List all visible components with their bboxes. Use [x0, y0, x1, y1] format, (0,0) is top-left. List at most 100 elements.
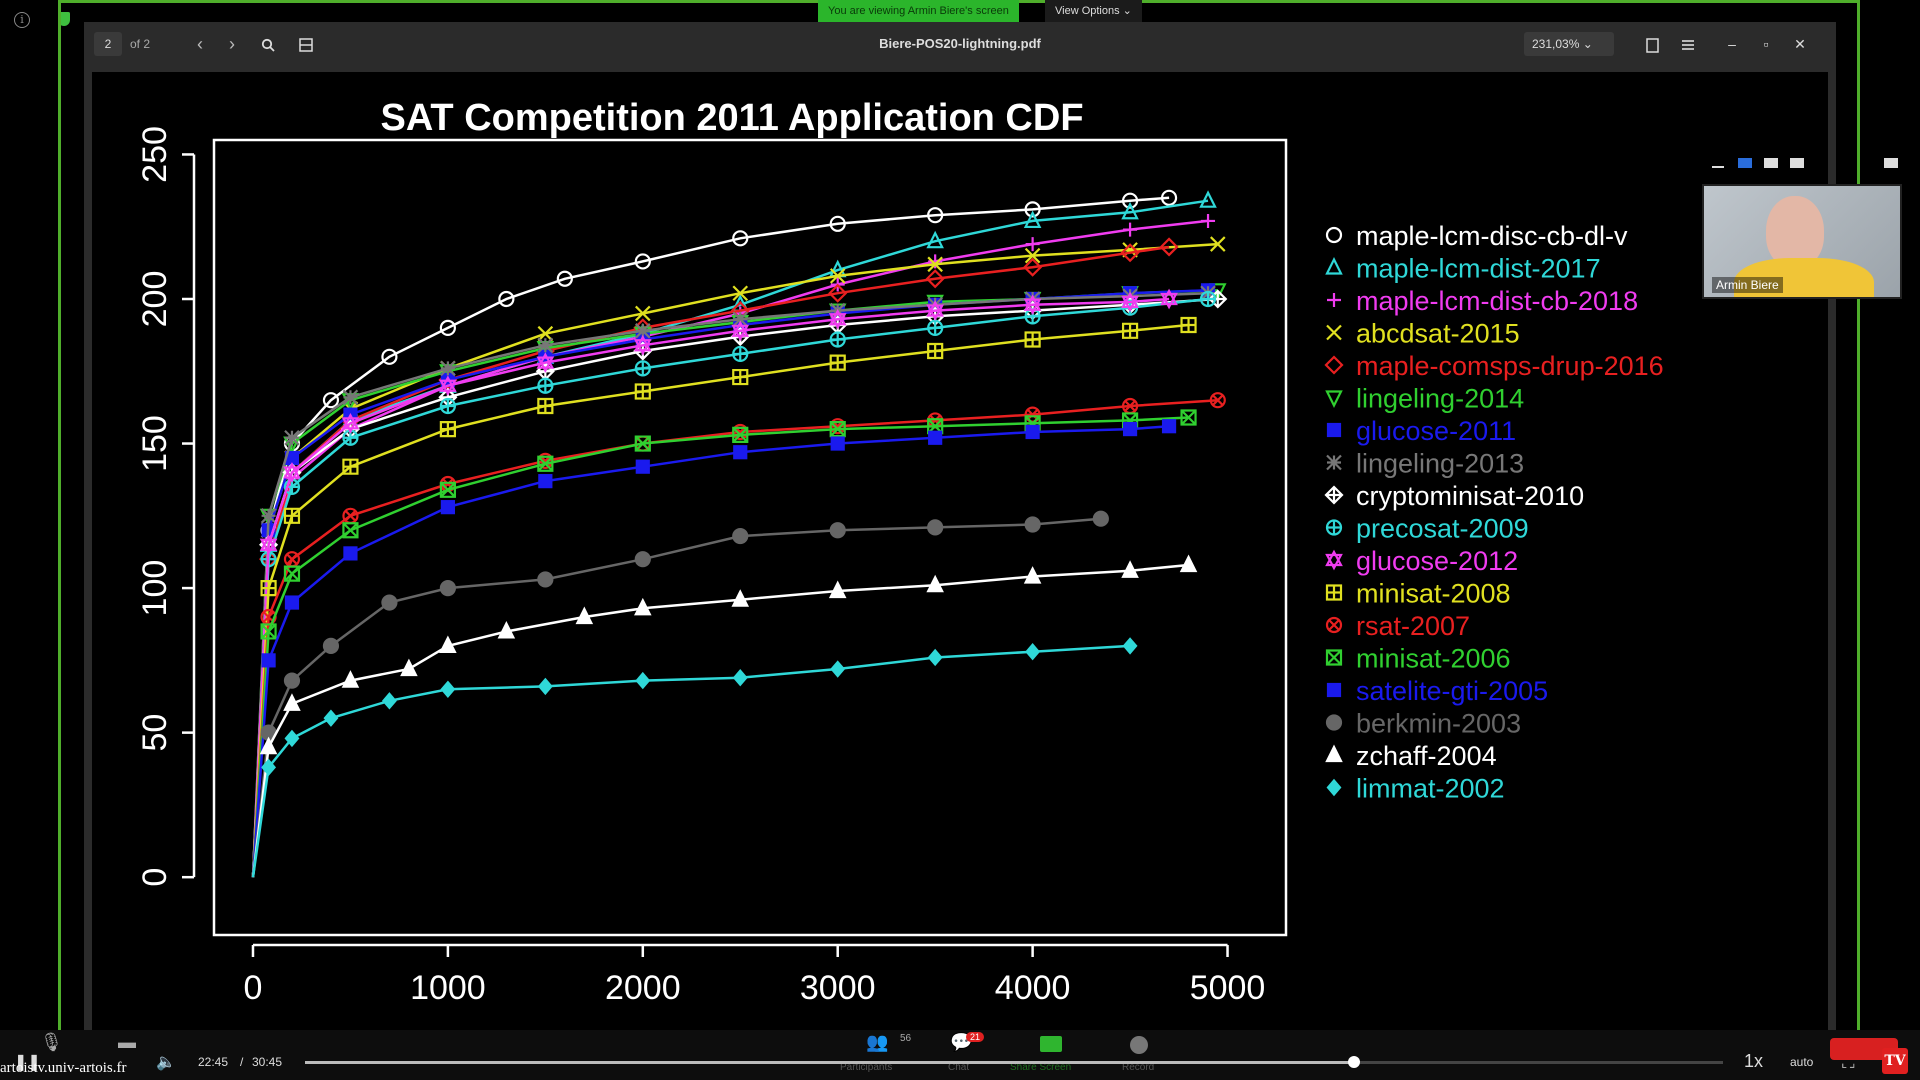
legend-label: maple-lcm-disc-cb-dl-v	[1356, 221, 1628, 251]
data-point	[731, 320, 750, 342]
data-point	[828, 283, 848, 303]
maximize-button[interactable]: ▫	[1763, 36, 1769, 52]
data-point	[283, 672, 301, 689]
data-point	[261, 653, 276, 668]
data-point	[635, 671, 651, 690]
view-options-button[interactable]: View Options ⌄	[1045, 0, 1142, 22]
data-point	[537, 377, 554, 394]
next-page-button[interactable]: ›	[229, 34, 235, 54]
legend-marker	[1324, 355, 1344, 375]
data-point	[283, 565, 301, 582]
legend-label: abcdsat-2015	[1356, 319, 1520, 349]
legend-marker	[1325, 257, 1343, 275]
menu-button[interactable]	[1676, 32, 1700, 56]
data-point	[1121, 322, 1139, 339]
data-point	[633, 334, 652, 356]
legend-item: maple-lcm-dist-cb-2018	[1327, 286, 1638, 316]
presenter-body	[1734, 258, 1874, 297]
data-point	[1160, 288, 1178, 310]
progress-bar[interactable]	[305, 1056, 1723, 1068]
data-point	[1159, 237, 1179, 257]
x-tick-label: 0	[244, 969, 263, 1007]
series-line	[251, 416, 1189, 878]
data-point	[400, 658, 418, 677]
annotate-button[interactable]	[1640, 32, 1664, 56]
pdf-toolbar: 2 of 2 ‹ › Biere-POS20-lightning.pdf 231…	[84, 22, 1836, 66]
video-off-icon[interactable]: ▬	[118, 1032, 136, 1052]
data-point	[733, 445, 748, 460]
series-glucose-2012	[251, 288, 1178, 878]
legend-label: maple-lcm-dist-2017	[1356, 254, 1601, 284]
time-total: 30:45	[252, 1055, 283, 1069]
sidebar-toggle-button[interactable]	[294, 32, 318, 56]
data-point	[1024, 201, 1041, 218]
data-point	[635, 305, 651, 322]
legend-item: glucose-2012	[1325, 546, 1518, 576]
data-point	[928, 254, 943, 269]
legend-marker	[1325, 584, 1343, 601]
data-point	[259, 534, 278, 556]
page-number-input[interactable]: 2	[94, 32, 122, 56]
data-point	[537, 397, 554, 415]
legend-label: glucose-2012	[1356, 546, 1518, 576]
data-point	[1209, 392, 1226, 409]
gallery-view-icon[interactable]	[1790, 158, 1804, 168]
speaker-view-icon[interactable]	[1738, 158, 1752, 168]
data-point	[342, 389, 359, 406]
data-point	[829, 331, 846, 348]
data-point	[732, 311, 749, 328]
search-button[interactable]	[256, 32, 280, 56]
popout-icon[interactable]	[1884, 158, 1898, 168]
data-point	[732, 527, 749, 545]
legend-label: lingeling-2013	[1356, 449, 1524, 479]
single-view-icon[interactable]	[1764, 158, 1778, 168]
pdf-viewer: 2 of 2 ‹ › Biere-POS20-lightning.pdf 231…	[84, 22, 1836, 1030]
share-screen-icon[interactable]	[1040, 1036, 1062, 1052]
legend-item: minisat-2006	[1325, 644, 1511, 674]
minimize-button[interactable]: –	[1728, 36, 1736, 52]
data-point	[322, 637, 340, 655]
data-point	[1199, 190, 1217, 208]
data-point	[283, 551, 301, 568]
pause-button[interactable]: ❚❚	[14, 1054, 41, 1071]
data-point	[829, 420, 846, 438]
volume-icon[interactable]: 🔈	[156, 1054, 176, 1071]
time-current: 22:45	[198, 1055, 229, 1069]
speed-button[interactable]: 1x	[1744, 1051, 1764, 1071]
record-icon[interactable]	[1130, 1036, 1148, 1054]
data-point	[1121, 192, 1139, 209]
data-point	[925, 269, 945, 289]
data-point	[440, 500, 455, 515]
zoom-select[interactable]: 231,03% ⌄	[1524, 32, 1614, 56]
minimize-video-icon[interactable]	[1712, 166, 1724, 168]
data-point	[732, 345, 749, 363]
data-point	[1025, 643, 1041, 661]
data-point	[634, 597, 652, 616]
y-tick-label: 200	[136, 271, 174, 328]
data-point	[1179, 554, 1198, 573]
share-screen-label: Share Screen	[1010, 1062, 1072, 1073]
legend-marker	[1325, 616, 1343, 634]
data-point	[1120, 243, 1140, 263]
hamburger-icon	[1682, 40, 1694, 51]
participants-icon[interactable]: 👥	[866, 1032, 889, 1052]
progress-handle[interactable]	[1348, 1056, 1361, 1068]
info-icon[interactable]: i	[14, 12, 30, 28]
data-point	[1025, 424, 1040, 440]
y-tick-label: 50	[136, 714, 174, 752]
previous-page-button[interactable]: ‹	[197, 34, 203, 54]
player-bar: 🎙 ▬ ❚❚ 🔈 artoistv.univ-artois.fr 22:45 /…	[0, 1030, 1920, 1080]
data-point	[829, 215, 846, 232]
data-point	[259, 736, 278, 755]
webcam-video: Armin Biere	[1702, 184, 1902, 299]
series-line	[251, 517, 1101, 878]
close-button[interactable]: ✕	[1794, 36, 1806, 52]
legend-item: precosat-2009	[1325, 514, 1529, 544]
leave-button[interactable]	[1830, 1038, 1898, 1060]
quality-button[interactable]: auto	[1790, 1055, 1814, 1069]
data-point	[928, 430, 943, 445]
mute-icon[interactable]: 🎙	[40, 1032, 63, 1052]
legend-label: minisat-2006	[1356, 644, 1511, 674]
data-point	[1180, 316, 1197, 334]
data-point	[1161, 419, 1177, 434]
